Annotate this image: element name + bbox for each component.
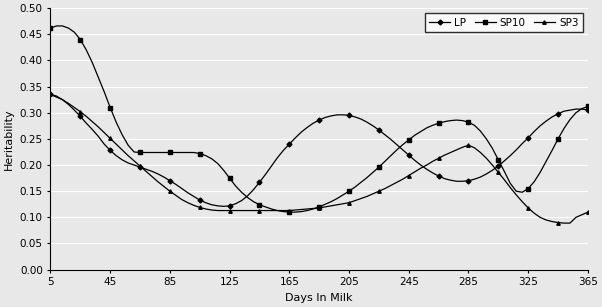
LP <box>220 204 228 208</box>
Line: SP3: SP3 <box>49 93 589 225</box>
Legend: LP, SP10, SP3: LP, SP10, SP3 <box>425 14 583 32</box>
SP10 <box>369 170 376 174</box>
SP10 <box>286 210 293 214</box>
LP <box>579 107 586 111</box>
SP10 <box>119 133 126 137</box>
Line: SP10: SP10 <box>49 24 589 214</box>
SP3 <box>113 142 120 146</box>
LP <box>47 93 54 96</box>
SP3 <box>501 178 508 181</box>
SP3 <box>184 201 191 204</box>
LP <box>573 107 580 111</box>
SP10 <box>190 151 197 154</box>
LP <box>172 183 179 186</box>
SP3 <box>579 213 586 216</box>
LP <box>585 108 592 112</box>
SP10 <box>53 24 60 28</box>
LP <box>507 154 514 157</box>
X-axis label: Days In Milk: Days In Milk <box>285 293 353 303</box>
SP10 <box>585 105 592 108</box>
SP3 <box>573 216 580 219</box>
SP10 <box>47 26 54 30</box>
SP3 <box>560 221 568 225</box>
Line: LP: LP <box>49 93 589 208</box>
SP3 <box>172 193 179 197</box>
SP3 <box>585 210 592 214</box>
SP10 <box>579 107 586 111</box>
LP <box>184 191 191 195</box>
SP10 <box>513 189 520 193</box>
Y-axis label: Heritability: Heritability <box>4 108 14 170</box>
SP10 <box>178 151 185 154</box>
SP3 <box>47 93 54 96</box>
LP <box>113 154 120 157</box>
